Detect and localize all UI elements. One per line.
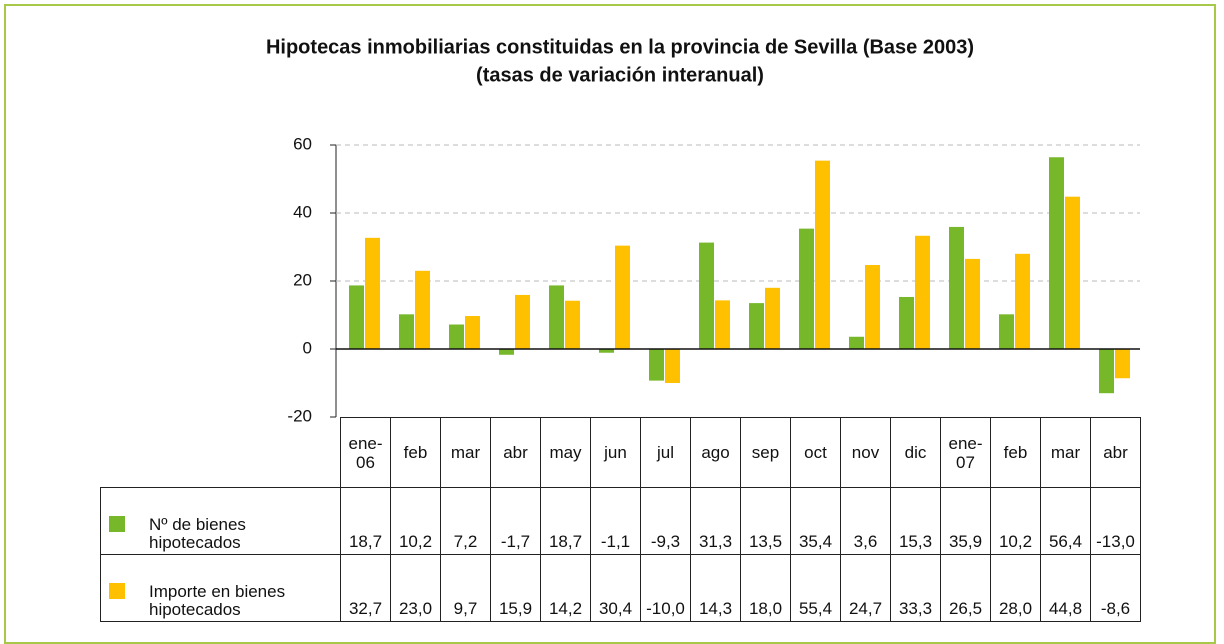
series-row: Nº de bienes hipotecados 18,7 10,2 7,2 -1,7 1…	[100, 487, 1141, 555]
category-label: abr	[490, 417, 541, 488]
bar	[665, 349, 680, 383]
bar	[1049, 157, 1064, 349]
bar	[649, 349, 664, 381]
category-label: jul	[640, 417, 691, 488]
y-tick-label: 0	[303, 338, 312, 357]
category-label: oct	[790, 417, 841, 488]
value-label: -1,1	[590, 487, 641, 555]
bar	[365, 237, 380, 349]
value-label: 44,8	[1040, 554, 1091, 622]
bar	[765, 287, 780, 349]
bar	[749, 303, 764, 349]
bar	[565, 300, 580, 349]
value-label: 55,4	[790, 554, 841, 622]
bar	[549, 285, 564, 349]
value-label: -9,3	[640, 487, 691, 555]
category-label: nov	[840, 417, 891, 488]
legend-entry: Importe en bienes hipotecados	[100, 554, 341, 622]
value-label: 7,2	[440, 487, 491, 555]
legend-entry: Nº de bienes hipotecados	[100, 487, 341, 555]
value-label: 14,2	[540, 554, 591, 622]
value-label: 30,4	[590, 554, 641, 622]
legend-label: Nº de bienes hipotecados	[149, 515, 246, 552]
bar	[899, 296, 914, 349]
value-label: 31,3	[690, 487, 741, 555]
y-tick-label: 60	[293, 134, 312, 153]
chart-subtitle: (tasas de variación interanual)	[476, 64, 764, 86]
bar	[1115, 349, 1130, 379]
value-label: -13,0	[1090, 487, 1141, 555]
value-label: 13,5	[740, 487, 791, 555]
bar	[949, 226, 964, 349]
legend-swatch	[109, 516, 125, 532]
bar	[1099, 349, 1114, 394]
value-label: 18,0	[740, 554, 791, 622]
value-label: 3,6	[840, 487, 891, 555]
bar	[1015, 253, 1030, 349]
value-label: 15,3	[890, 487, 941, 555]
bar	[999, 314, 1014, 349]
category-label: dic	[890, 417, 941, 488]
value-label: 15,9	[490, 554, 541, 622]
category-row: ene-06 feb mar abr may jun jul ago sep oct nov dic e…	[100, 417, 1141, 488]
y-tick-label: 20	[293, 270, 312, 289]
category-label: ene-06	[340, 417, 391, 488]
category-label: mar	[440, 417, 491, 488]
value-label: -1,7	[490, 487, 541, 555]
bar	[965, 258, 980, 349]
category-label: feb	[390, 417, 441, 488]
bar	[915, 235, 930, 349]
bar	[815, 160, 830, 349]
series-row: Importe en bienes hipotecados 32,7 23,0 9,7…	[100, 554, 1141, 622]
value-label: 18,7	[340, 487, 391, 555]
value-label: 18,7	[540, 487, 591, 555]
bar	[715, 300, 730, 349]
bar	[699, 242, 714, 349]
bar	[615, 245, 630, 349]
value-label: 35,4	[790, 487, 841, 555]
value-label: 28,0	[990, 554, 1041, 622]
bar	[865, 265, 880, 349]
legend-swatch	[109, 583, 125, 599]
category-label: abr	[1090, 417, 1141, 488]
value-label: 32,7	[340, 554, 391, 622]
chart-title: Hipotecas inmobiliarias constituidas en …	[266, 36, 974, 58]
value-label: -8,6	[1090, 554, 1141, 622]
bar	[515, 294, 530, 349]
bar	[1065, 196, 1080, 349]
value-label: -10,0	[640, 554, 691, 622]
bar	[349, 285, 364, 349]
bar	[599, 349, 614, 353]
category-label: jun	[590, 417, 641, 488]
category-label: ene-07	[940, 417, 991, 488]
bar	[465, 316, 480, 349]
value-label: 24,7	[840, 554, 891, 622]
category-label: mar	[1040, 417, 1091, 488]
category-label: sep	[740, 417, 791, 488]
value-label: 26,5	[940, 554, 991, 622]
value-label: 33,3	[890, 554, 941, 622]
value-label: 10,2	[390, 487, 441, 555]
y-tick-label: 40	[293, 202, 312, 221]
value-label: 9,7	[440, 554, 491, 622]
value-label: 10,2	[990, 487, 1041, 555]
legend-label: Importe en bienes hipotecados	[149, 582, 286, 619]
category-label: ago	[690, 417, 741, 488]
value-label: 14,3	[690, 554, 741, 622]
data-table: ene-06 feb mar abr may jun jul ago sep oct nov dic e…	[100, 417, 1141, 622]
bar	[415, 270, 430, 349]
bar	[449, 324, 464, 349]
bar	[499, 349, 514, 355]
category-label: may	[540, 417, 591, 488]
bar	[849, 336, 864, 349]
bar	[399, 314, 414, 349]
empty-cell	[100, 417, 341, 488]
bar	[799, 228, 814, 349]
category-label: feb	[990, 417, 1041, 488]
value-label: 23,0	[390, 554, 441, 622]
value-label: 56,4	[1040, 487, 1091, 555]
value-label: 35,9	[940, 487, 991, 555]
